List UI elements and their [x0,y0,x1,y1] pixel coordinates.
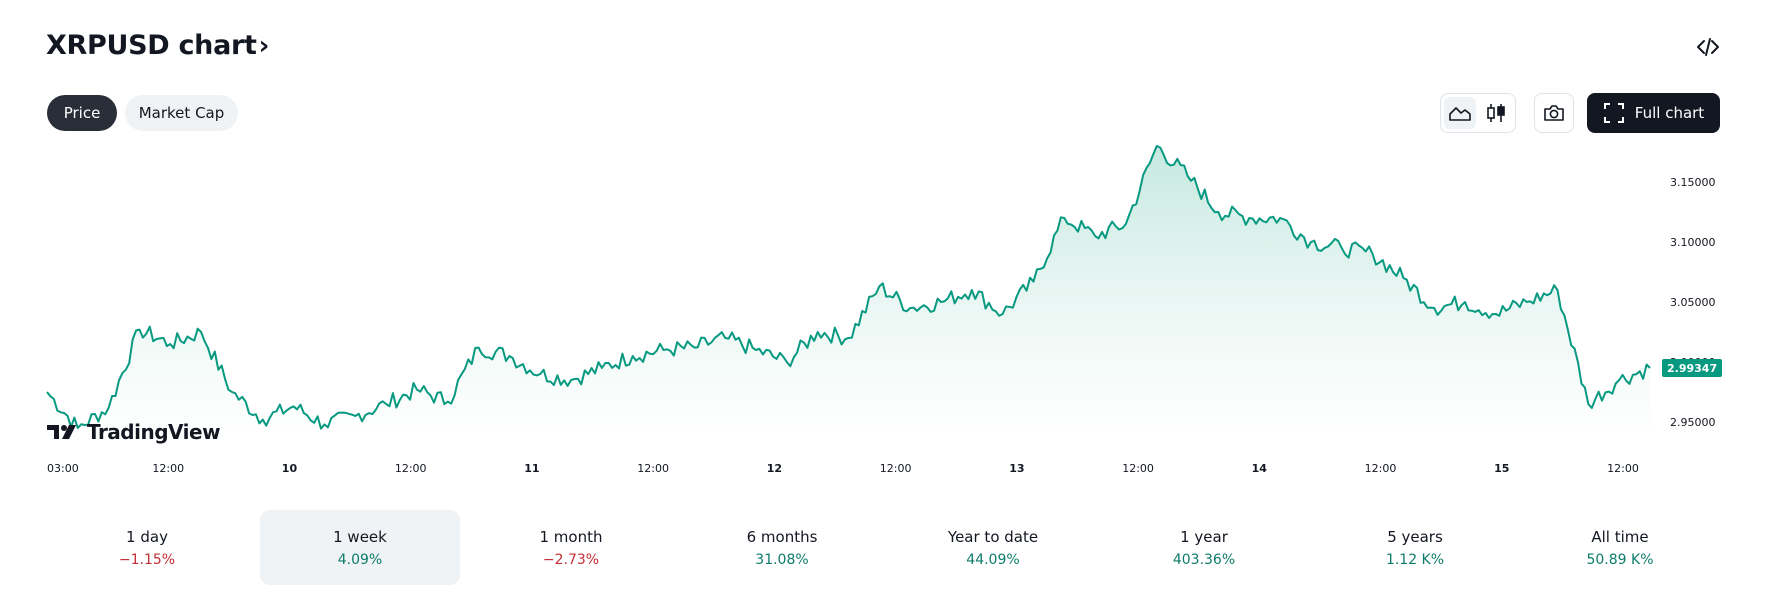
price-area [47,146,1650,440]
period-1-day[interactable]: 1 day −1.15% [47,510,247,585]
x-tick-label: 12:00 [1607,462,1639,475]
code-icon [1697,38,1719,56]
period-change: 31.08% [755,551,809,568]
tradingview-watermark[interactable]: TradingView [47,420,221,444]
area-chart-button[interactable] [1444,97,1476,129]
period-change: 44.09% [966,551,1020,568]
period-label: Year to date [947,527,1039,546]
period-all-time[interactable]: All time 50.89 K% [1520,510,1720,585]
period-selector: 1 day −1.15% 1 week 4.09% 1 month −2.73%… [47,510,1720,585]
period-change: 1.12 K% [1385,551,1445,568]
snapshot-button[interactable] [1534,93,1574,133]
period-5-years[interactable]: 5 years 1.12 K% [1315,510,1515,585]
x-tick-label: 12:00 [395,462,427,475]
x-tick-label: 11 [524,462,539,475]
x-tick-label: 12:00 [1122,462,1154,475]
price-line [46,145,1651,430]
last-price-label: 2.99347 [1667,362,1717,375]
period-6-months[interactable]: 6 months 31.08% [682,510,882,585]
period-year-to-date[interactable]: Year to date 44.09% [893,510,1093,585]
period-label: 6 months [746,527,818,546]
brand-name: TradingView [87,420,221,444]
y-tick-label: 3.05000 [1670,296,1716,309]
period-label: 1 month [539,527,603,546]
chart-title-link[interactable]: XRPUSD chart › [46,30,269,61]
period-change: 50.89 K% [1586,551,1654,568]
full-chart-label: Full chart [1634,104,1705,122]
tradingview-logo-icon [47,425,76,439]
candles-chart-button[interactable] [1480,97,1512,129]
period-label: 1 week [333,527,387,546]
area-chart-icon [1449,107,1471,121]
period-change: 403.36% [1172,551,1236,568]
y-tick-label: 2.95000 [1670,416,1716,429]
chevron-right-icon: › [258,30,270,61]
camera-icon [1544,105,1564,121]
page-title: XRPUSD chart [46,30,257,61]
period-change: −1.15% [118,551,176,568]
period-label: 1 day [126,527,168,546]
full-chart-button[interactable]: Full chart [1587,93,1720,133]
x-tick-label: 03:00 [47,462,79,475]
y-tick-label: 3.10000 [1670,236,1716,249]
period-change: −2.73% [542,551,600,568]
y-tick-label: 3.15000 [1670,176,1716,189]
x-tick-label: 15 [1494,462,1509,475]
x-tick-label: 10 [282,462,298,475]
last-price-marker: 2.99347 [1662,359,1722,377]
x-axis: 03:00 12:00 10 12:00 11 12:00 12 12:00 13 12:00 14… [47,462,1639,475]
embed-code-button[interactable] [1690,32,1726,62]
period-label: All time [1591,527,1649,546]
period-1-week[interactable]: 1 week 4.09% [260,510,460,585]
x-tick-label: 13 [1009,462,1024,475]
fullscreen-icon [1603,103,1624,123]
tab-price[interactable]: Price [47,95,117,131]
period-1-year[interactable]: 1 year 403.36% [1104,510,1304,585]
x-tick-label: 12:00 [880,462,912,475]
x-tick-label: 14 [1252,462,1268,475]
x-tick-label: 12:00 [152,462,184,475]
x-tick-label: 12:00 [637,462,669,475]
x-tick-label: 12 [767,462,782,475]
period-label: 5 years [1387,527,1443,546]
tab-market-cap[interactable]: Market Cap [125,95,238,131]
chart-type-toggle [1440,93,1516,133]
candles-icon [1487,104,1505,122]
period-1-month[interactable]: 1 month −2.73% [471,510,671,585]
period-change: 4.09% [337,551,383,568]
x-tick-label: 12:00 [1365,462,1397,475]
period-label: 1 year [1180,527,1228,546]
